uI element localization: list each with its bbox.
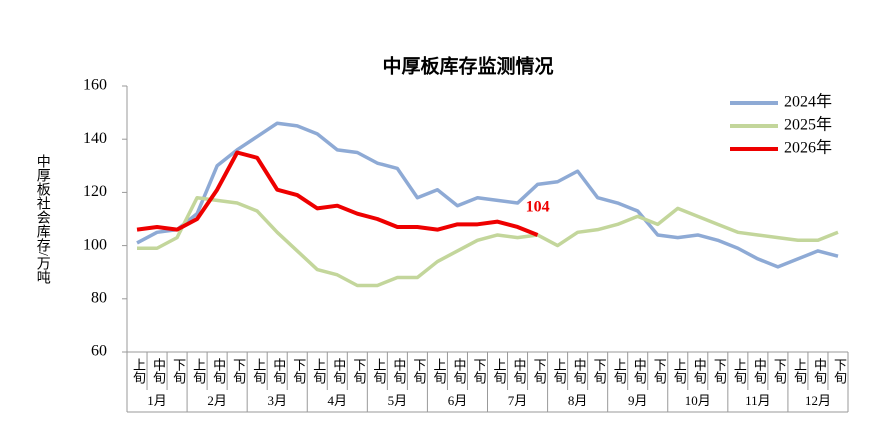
x-tick-label: 中旬 [451, 358, 466, 384]
x-tick-label: 中旬 [812, 358, 827, 384]
x-tick-label: 下旬 [351, 358, 366, 384]
x-tick-label: 下旬 [411, 358, 426, 384]
y-tick-label: 120 [83, 183, 107, 200]
data-label: 104 [526, 199, 550, 216]
x-tick-label: 上旬 [311, 358, 326, 384]
x-tick-label: 上旬 [131, 358, 146, 384]
x-tick-label: 上旬 [251, 358, 266, 384]
month-label: 6月 [448, 393, 468, 408]
month-label: 4月 [328, 393, 348, 408]
x-tick-label: 上旬 [431, 358, 446, 384]
x-tick-label: 下旬 [652, 358, 667, 384]
x-tick-label: 中旬 [692, 358, 707, 384]
x-tick-label: 下旬 [291, 358, 306, 384]
x-tick-label: 中旬 [391, 358, 406, 384]
month-label: 10月 [685, 393, 711, 408]
x-tick-label: 上旬 [552, 358, 567, 384]
y-tick-label: 160 [83, 77, 107, 94]
x-tick-label: 中旬 [752, 358, 767, 384]
month-label: 2月 [207, 393, 227, 408]
x-tick-label: 中旬 [512, 358, 527, 384]
month-label: 7月 [508, 393, 528, 408]
x-tick-label: 下旬 [532, 358, 547, 384]
x-tick-label: 中旬 [271, 358, 286, 384]
y-tick-label: 140 [83, 130, 107, 147]
month-label: 1月 [147, 393, 167, 408]
series-line [136, 121, 839, 269]
legend-label: 2024年 [784, 93, 832, 111]
x-tick-label: 中旬 [331, 358, 346, 384]
series-line [137, 195, 839, 288]
y-tick-label: 80 [91, 289, 107, 306]
x-tick-label: 中旬 [632, 358, 647, 384]
month-label: 12月 [805, 393, 831, 408]
x-tick-label: 中旬 [572, 358, 587, 384]
x-tick-label: 下旬 [832, 358, 847, 384]
legend-label: 2026年 [784, 139, 832, 157]
x-tick-label: 下旬 [592, 358, 607, 384]
x-tick-label: 中旬 [211, 358, 226, 384]
x-tick-label: 上旬 [191, 358, 206, 384]
x-tick-label: 上旬 [792, 358, 807, 384]
x-tick-label: 下旬 [231, 358, 246, 384]
x-tick-label: 中旬 [151, 358, 166, 384]
y-tick-label: 100 [83, 236, 107, 253]
month-label: 5月 [388, 393, 408, 408]
x-tick-label: 下旬 [772, 358, 787, 384]
y-tick-label: 60 [91, 343, 107, 360]
month-label: 8月 [568, 393, 588, 408]
x-tick-label: 下旬 [171, 358, 186, 384]
x-tick-label: 上旬 [732, 358, 747, 384]
x-tick-label: 下旬 [712, 358, 727, 384]
x-tick-label: 下旬 [472, 358, 487, 384]
x-tick-label: 上旬 [492, 358, 507, 384]
y-axis-label: 中厚板社会库存/万吨 [35, 154, 51, 284]
series-line [136, 150, 539, 237]
legend-label: 2025年 [784, 116, 832, 134]
month-label: 9月 [628, 393, 648, 408]
chart-title: 中厚板库存监测情况 [382, 54, 553, 77]
month-label: 11月 [745, 393, 771, 408]
x-tick-label: 上旬 [672, 358, 687, 384]
x-tick-label: 上旬 [371, 358, 386, 384]
month-label: 3月 [267, 393, 287, 408]
x-tick-label: 上旬 [612, 358, 627, 384]
